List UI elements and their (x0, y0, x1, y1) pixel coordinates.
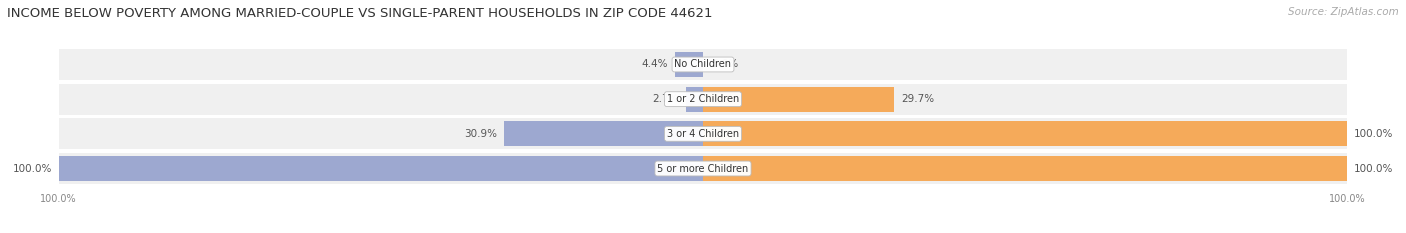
Text: INCOME BELOW POVERTY AMONG MARRIED-COUPLE VS SINGLE-PARENT HOUSEHOLDS IN ZIP COD: INCOME BELOW POVERTY AMONG MARRIED-COUPL… (7, 7, 713, 20)
Text: No Children: No Children (675, 59, 731, 69)
Bar (59, 118, 703, 149)
Bar (703, 156, 1347, 181)
Text: 1 or 2 Children: 1 or 2 Children (666, 94, 740, 104)
Text: 100.0%: 100.0% (13, 164, 52, 174)
Bar (59, 156, 703, 181)
Text: 4.4%: 4.4% (641, 59, 668, 69)
Text: 2.7%: 2.7% (652, 94, 679, 104)
Bar (59, 84, 703, 115)
Bar (675, 52, 703, 77)
Bar (59, 49, 703, 80)
Bar (703, 84, 1347, 115)
Text: Source: ZipAtlas.com: Source: ZipAtlas.com (1288, 7, 1399, 17)
Bar (703, 49, 1347, 80)
Text: 29.7%: 29.7% (901, 94, 934, 104)
Bar (703, 153, 1347, 184)
Bar (59, 153, 703, 184)
Text: 30.9%: 30.9% (464, 129, 498, 139)
Text: 0.0%: 0.0% (713, 59, 740, 69)
Bar (503, 121, 703, 146)
Bar (703, 118, 1347, 149)
Bar (686, 87, 703, 112)
Text: 100.0%: 100.0% (1354, 129, 1393, 139)
Bar (703, 121, 1347, 146)
Bar (703, 87, 894, 112)
Text: 100.0%: 100.0% (1354, 164, 1393, 174)
Text: 3 or 4 Children: 3 or 4 Children (666, 129, 740, 139)
Text: 5 or more Children: 5 or more Children (658, 164, 748, 174)
